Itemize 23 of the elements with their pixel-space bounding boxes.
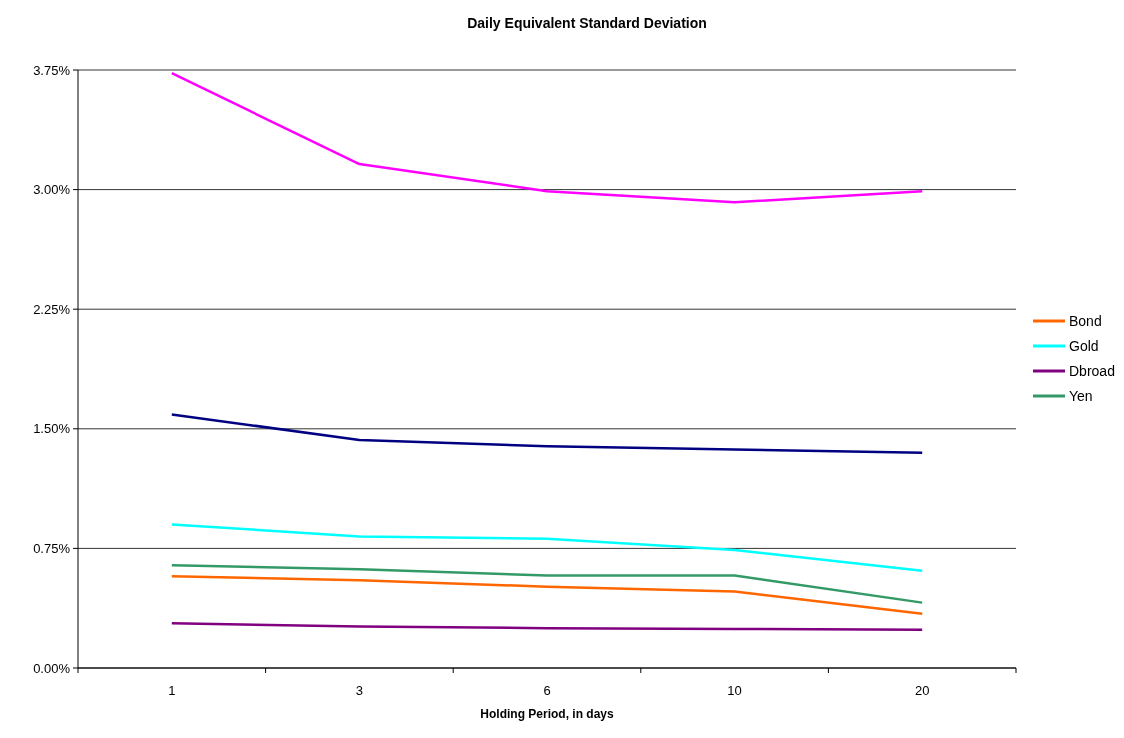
x-tick-label: 1 <box>168 683 176 698</box>
y-tick-label: 3.00% <box>33 182 71 198</box>
x-tick-label: 6 <box>543 683 551 698</box>
legend-label: Gold <box>1069 338 1099 354</box>
line-series <box>170 413 924 454</box>
y-tick-label: 0.75% <box>33 540 71 556</box>
x-tick-label: 3 <box>355 683 364 698</box>
y-tick-label: 1.50% <box>33 421 71 437</box>
y-tick-label: 3.75% <box>33 62 71 78</box>
line-series <box>170 563 924 604</box>
x-tick-label: 20 <box>914 683 930 698</box>
legend-label: Bond <box>1069 313 1102 329</box>
line-series <box>170 575 924 616</box>
x-axis-title: Holding Period, in days <box>480 707 614 721</box>
x-tick-label: 10 <box>727 683 742 698</box>
line-series <box>170 523 924 572</box>
y-tick-label: 2.25% <box>33 301 71 317</box>
legend-label: Dbroad <box>1069 363 1115 379</box>
chart-title: Daily Equivalent Standard Deviation <box>467 15 707 31</box>
legend-label: Yen <box>1069 388 1093 404</box>
y-tick-label: 0.00% <box>33 660 71 676</box>
line-series <box>170 71 924 204</box>
line-series <box>170 622 924 631</box>
